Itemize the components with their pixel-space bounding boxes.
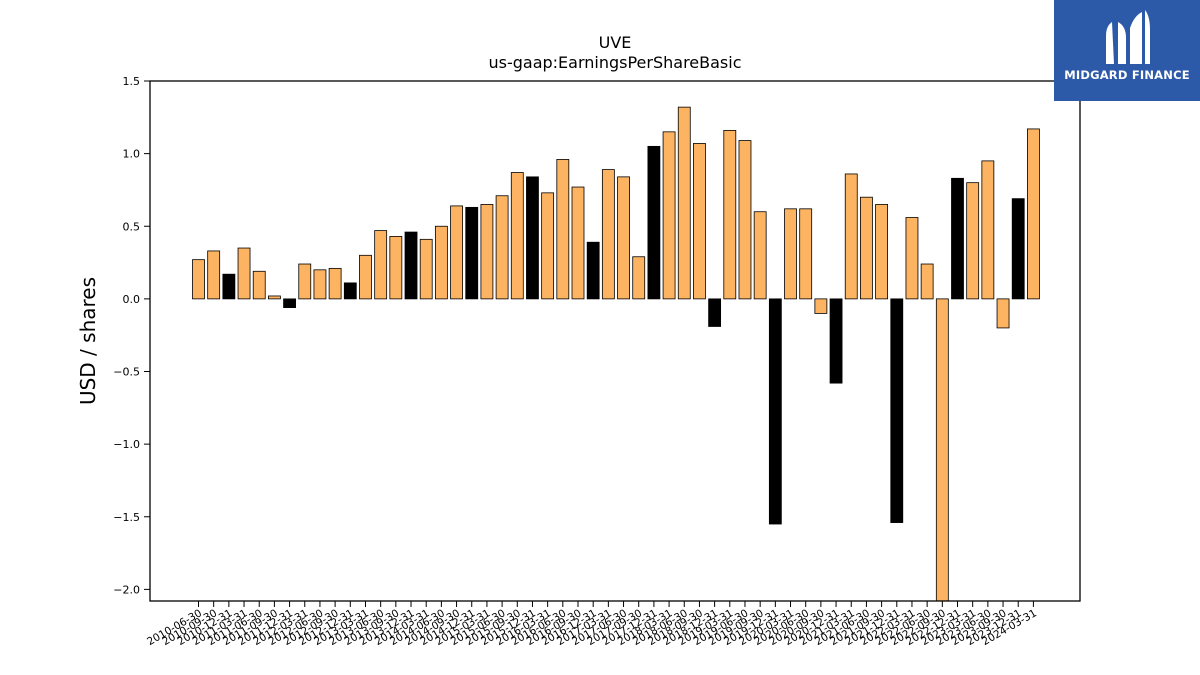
bar xyxy=(966,182,980,300)
bar xyxy=(510,172,524,300)
bar xyxy=(450,205,463,300)
brand-mark-icon xyxy=(1106,10,1150,64)
y-axis-ticks: 1.5 1.0 0.5 0.0 −0.5 −1.0 −1.5 −2.0 xyxy=(113,75,150,596)
bar xyxy=(389,236,403,300)
bar xyxy=(723,129,737,300)
bar xyxy=(617,176,630,300)
bar xyxy=(343,282,357,300)
bar xyxy=(192,259,205,300)
bar xyxy=(890,298,904,523)
bar xyxy=(434,225,448,300)
bar xyxy=(753,211,767,300)
bar xyxy=(526,176,539,300)
y-axis-label: USD / shares xyxy=(76,277,100,405)
bar xyxy=(313,269,327,300)
bar xyxy=(708,298,722,327)
bar xyxy=(814,298,828,314)
bar xyxy=(905,217,919,300)
bar xyxy=(981,160,995,300)
y-tick-label: 0.5 xyxy=(123,220,141,233)
bar xyxy=(465,206,479,300)
bar xyxy=(419,238,433,300)
bar xyxy=(541,192,555,300)
bar xyxy=(586,241,600,300)
bar xyxy=(920,263,934,300)
bar xyxy=(647,145,661,300)
y-tick-label: −2.0 xyxy=(113,583,140,596)
bar xyxy=(495,195,509,300)
bar xyxy=(996,298,1010,329)
brand-name: MIDGARD FINANCE xyxy=(1064,68,1190,82)
y-tick-label: −1.0 xyxy=(113,438,140,451)
bar xyxy=(935,298,949,602)
bar xyxy=(374,230,388,300)
bar xyxy=(298,263,312,300)
bar xyxy=(480,204,494,300)
y-tick-label: 0.0 xyxy=(123,293,141,306)
bar xyxy=(738,140,752,300)
bar xyxy=(784,208,797,300)
brand-logo: MIDGARD FINANCE xyxy=(1054,0,1200,101)
bar xyxy=(860,196,873,300)
bar xyxy=(768,298,782,525)
bar xyxy=(267,295,281,300)
bar xyxy=(829,298,843,384)
bar xyxy=(359,254,372,300)
bar xyxy=(404,231,418,300)
bar xyxy=(799,208,813,300)
bar xyxy=(1027,128,1040,300)
bar xyxy=(693,143,706,300)
y-tick-label: 1.0 xyxy=(123,148,141,161)
bar xyxy=(252,270,266,300)
bars-group xyxy=(192,106,1040,602)
bar xyxy=(677,106,691,300)
x-axis-ticks: 2010-06-302010-09-302010-12-312011-03-31… xyxy=(145,601,1039,648)
chart-subtitle: us-gaap:EarningsPerShareBasic xyxy=(488,53,741,72)
bar xyxy=(632,256,646,300)
bar xyxy=(601,169,615,300)
bar xyxy=(662,131,676,300)
bar xyxy=(556,159,570,300)
bar xyxy=(283,298,296,308)
bar xyxy=(237,247,251,300)
bar xyxy=(1011,198,1025,300)
plot-frame xyxy=(149,80,1081,602)
bar xyxy=(844,173,858,300)
bar xyxy=(207,250,221,300)
bar xyxy=(328,267,342,300)
bar xyxy=(571,186,585,300)
y-tick-label: −1.5 xyxy=(113,511,140,524)
y-tick-label: 1.5 xyxy=(123,75,141,88)
bar xyxy=(951,177,964,300)
bar xyxy=(875,204,888,300)
y-tick-label: −0.5 xyxy=(113,366,140,379)
bar xyxy=(222,273,236,300)
chart-title: UVE xyxy=(599,33,632,52)
